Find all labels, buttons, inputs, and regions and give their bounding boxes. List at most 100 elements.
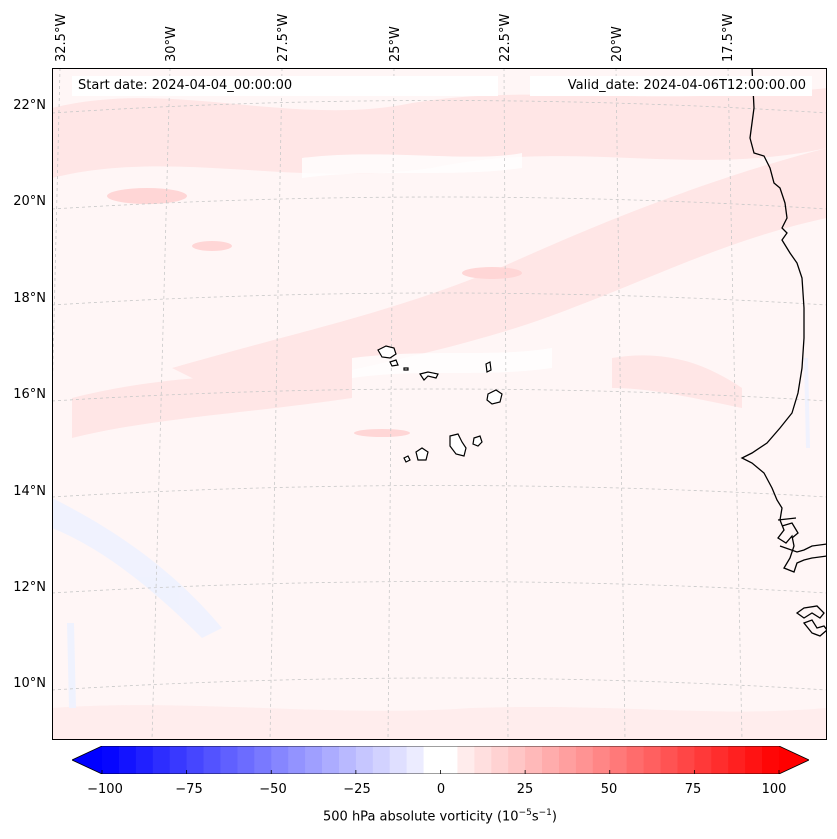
lon-label-25w: 25°W: [388, 26, 403, 62]
colorbar-label-exponent-2: −1: [538, 808, 552, 818]
island-fogo: [415, 447, 429, 461]
colorbar-segment: [271, 746, 289, 774]
positive-vorticity-patch-1: [192, 241, 232, 251]
colorbar-segment: [372, 746, 391, 774]
positive-vorticity-patch-south: [52, 705, 827, 740]
colorbar-tick-75: 75: [684, 782, 702, 797]
start-date-label: Start date: 2024-04-04_00:00:00: [72, 76, 498, 96]
coastline: [740, 68, 827, 637]
lat-label-12n: 12°N: [13, 580, 46, 595]
lat-label-14n: 14°N: [13, 484, 46, 499]
graticule: [52, 68, 827, 740]
colorbar-segment: [677, 746, 695, 774]
colorbar-segment: [491, 746, 509, 774]
colorbar-segment: [102, 746, 120, 774]
colorbar-segment: [643, 746, 662, 774]
gridline-lat-18: [52, 292, 827, 306]
colorbar-extend-max: [779, 746, 809, 774]
cape-verde-islands: [377, 345, 503, 463]
gridline-lat-14: [52, 485, 827, 498]
gridline-lat-16: [52, 388, 827, 402]
negative-vorticity-patch: [52, 498, 222, 638]
colorbar-segment: [558, 746, 577, 774]
valid-date-text: Valid_date: 2024-04-06T12:00:00.00: [567, 78, 806, 93]
lon-label-27-5w: 27.5°W: [276, 13, 291, 62]
positive-vorticity-patch-3: [462, 267, 522, 279]
lon-label-30w: 30°W: [164, 26, 179, 62]
zero-vorticity-band-1: [302, 153, 522, 178]
colorbar-segment: [525, 746, 543, 774]
colorbar-segment: [355, 746, 374, 774]
positive-vorticity-band-mid: [72, 368, 352, 438]
vorticity-field-strong: [107, 188, 522, 437]
colorbar-segment: [288, 746, 306, 774]
lon-label-32-5w: 32.5°W: [54, 13, 69, 62]
colorbar-label-close: ): [551, 809, 557, 825]
island-sao-nicolau: [419, 371, 439, 381]
colorbar-segment: [220, 746, 238, 774]
positive-vorticity-patch-2: [107, 188, 187, 204]
colorbar-label-exponent-1: −5: [518, 808, 532, 818]
colorbar-segment: [203, 746, 222, 774]
gridline-lat-12: [52, 581, 827, 594]
gridline-lon-25: [387, 68, 395, 740]
map-frame: [52, 68, 827, 740]
colorbar-segment: [609, 746, 628, 774]
colorbar-tick-neg75: −75: [175, 782, 203, 797]
island-santiago: [449, 433, 467, 457]
colorbar-segment: [694, 746, 712, 774]
africa-coast: [740, 68, 827, 573]
colorbar-segment: [338, 746, 357, 774]
colorbar-tick-100: 100: [761, 782, 787, 797]
gridline-lat-20: [52, 196, 827, 210]
colorbar-segment: [711, 746, 729, 774]
colorbar-segment: [745, 746, 763, 774]
island-maio: [472, 435, 483, 447]
colorbar-segment: [457, 746, 475, 774]
colorbar-segment: [762, 746, 780, 774]
lon-label-20w: 20°W: [610, 26, 625, 62]
colorbar-tick-50: 50: [600, 782, 618, 797]
colorbar-label-main: 500 hPa absolute vorticity (10: [323, 809, 519, 825]
colorbar: [72, 746, 809, 774]
colorbar-segment: [440, 746, 459, 774]
island-sao-vicente: [389, 359, 399, 367]
colorbar-segment: [389, 746, 408, 774]
zero-vorticity-band-2: [352, 348, 552, 378]
colorbar-segment: [152, 746, 171, 774]
start-date-text: Start date: 2024-04-04_00:00:00: [78, 78, 293, 93]
lat-label-20n: 20°N: [13, 194, 46, 209]
colorbar-segment: [186, 746, 205, 774]
colorbar-segment: [592, 746, 611, 774]
positive-vorticity-patch-4: [354, 429, 410, 437]
gridline-lat-10: [52, 677, 827, 691]
colorbar-tick-neg100: −100: [87, 782, 123, 797]
colorbar-segment: [728, 746, 746, 774]
colorbar-segment: [542, 746, 560, 774]
lon-label-22-5w: 22.5°W: [498, 13, 513, 62]
colorbar-segment: [118, 746, 137, 774]
gridline-lon-27-5: [269, 68, 283, 740]
colorbar-segment: [474, 746, 492, 774]
colorbar-segment: [406, 746, 425, 774]
colorbar-extend-min: [72, 746, 102, 774]
positive-vorticity-band-north: [52, 88, 827, 178]
colorbar-segment: [135, 746, 154, 774]
colorbar-label-unit: s: [531, 809, 539, 825]
colorbar-segment: [254, 746, 272, 774]
gridline-lon-20: [615, 68, 626, 740]
island-santa-luzia: [403, 367, 409, 371]
island-sal: [485, 361, 492, 373]
africa-coast-south: [777, 517, 827, 637]
colorbar-segment: [237, 746, 255, 774]
gridline-lon-22-5: [503, 68, 509, 740]
lon-label-17-5w: 17.5°W: [721, 13, 736, 62]
negative-vorticity: [52, 358, 810, 708]
lat-label-10n: 10°N: [13, 676, 46, 691]
colorbar-segment: [575, 746, 594, 774]
positive-vorticity-patch-east: [612, 355, 742, 408]
colorbar-tick-0: 0: [436, 782, 446, 797]
colorbar-label: 500 hPa absolute vorticity (10−5s−1): [0, 808, 837, 824]
colorbar-segment: [423, 746, 442, 774]
gridline-lon-30: [151, 68, 171, 740]
